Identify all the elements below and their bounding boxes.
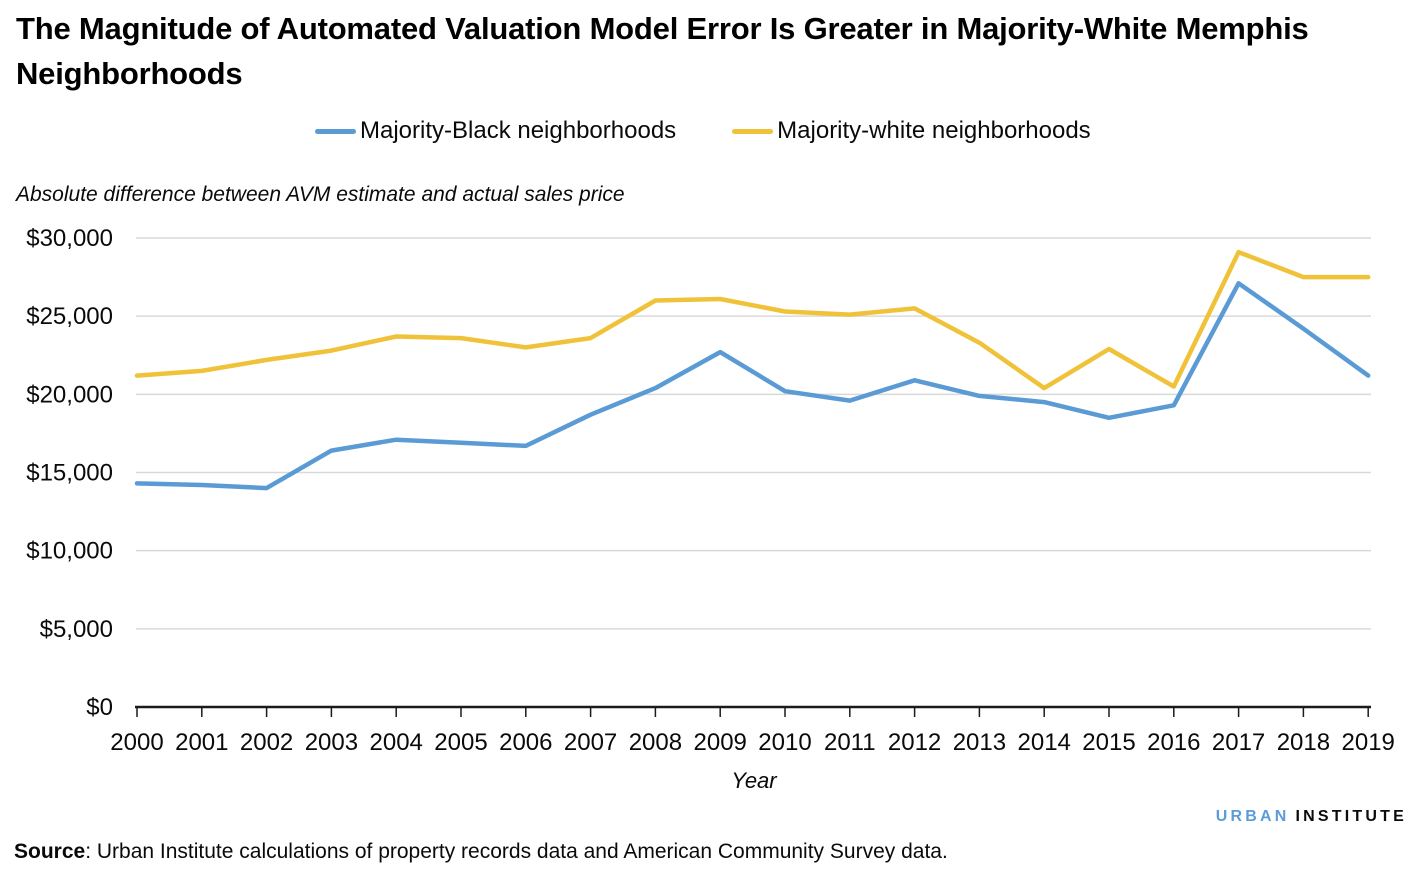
x-axis-label: 2015 bbox=[1082, 729, 1135, 756]
x-axis-title: Year bbox=[731, 768, 777, 793]
urban-institute-logo: URBAN INSTITUTE bbox=[1216, 808, 1407, 826]
x-axis-label: 2006 bbox=[499, 729, 552, 756]
x-axis-label: 2019 bbox=[1342, 729, 1395, 756]
x-axis-label: 2009 bbox=[694, 729, 747, 756]
y-axis-label: $0 bbox=[86, 694, 113, 721]
source-text: : Urban Institute calculations of proper… bbox=[85, 840, 948, 863]
legend-item-majority-black: Majority-Black neighborhoods bbox=[315, 117, 676, 145]
legend: Majority-Black neighborhoods Majority-wh… bbox=[315, 117, 1091, 145]
y-axis-note: Absolute difference between AVM estimate… bbox=[16, 183, 625, 206]
y-axis-label: $30,000 bbox=[26, 225, 113, 252]
x-axis-label: 2005 bbox=[434, 729, 487, 756]
x-axis-label: 2011 bbox=[824, 729, 876, 756]
logo-urban-text: URBAN bbox=[1215, 808, 1290, 825]
x-axis-label: 2002 bbox=[240, 729, 293, 756]
source-label: Source bbox=[14, 840, 86, 863]
chart-title: The Magnitude of Automated Valuation Mod… bbox=[16, 11, 1309, 91]
legend-swatch-majority-white-icon bbox=[732, 128, 774, 134]
source-note: Source: Urban Institute calculations of … bbox=[14, 840, 948, 864]
y-axis-label: $15,000 bbox=[26, 460, 113, 487]
x-axis-label: 2001 bbox=[175, 729, 228, 756]
y-axis-label: $10,000 bbox=[26, 538, 113, 565]
x-axis-label: 2004 bbox=[370, 729, 423, 756]
legend-swatch-majority-black-icon bbox=[315, 128, 356, 134]
logo-institute-text: INSTITUTE bbox=[1295, 808, 1407, 825]
x-axis-label: 2010 bbox=[758, 729, 811, 756]
x-axis-label: 2018 bbox=[1277, 729, 1330, 756]
x-axis-label: 2016 bbox=[1147, 729, 1200, 756]
x-axis-label: 2000 bbox=[110, 729, 163, 756]
avm-error-line-chart: 2000 2001 2002 2003 2004 2005 2006 2007 2008 2009… bbox=[26, 225, 1395, 756]
legend-item-majority-white: Majority-white neighborhoods bbox=[732, 117, 1091, 145]
series-line-majority-white-neighborhoods bbox=[134, 249, 1371, 391]
y-axis-label: $25,000 bbox=[26, 303, 113, 330]
x-axis-label: 2017 bbox=[1212, 729, 1265, 756]
y-axis-label: $5,000 bbox=[40, 616, 113, 643]
x-axis-label: 2003 bbox=[305, 729, 358, 756]
x-axis-label: 2012 bbox=[888, 729, 941, 756]
legend-label-majority-white: Majority-white neighborhoods bbox=[777, 117, 1091, 144]
legend-label-majority-black: Majority-Black neighborhoods bbox=[360, 117, 677, 144]
x-axis-label: 2013 bbox=[953, 729, 1006, 756]
x-axis-label: 2008 bbox=[629, 729, 682, 756]
x-axis-label: 2014 bbox=[1018, 729, 1071, 756]
series-line-majority-black-neighborhoods bbox=[134, 281, 1371, 491]
y-axis-label: $20,000 bbox=[26, 381, 113, 408]
x-axis-label: 2007 bbox=[564, 729, 617, 756]
